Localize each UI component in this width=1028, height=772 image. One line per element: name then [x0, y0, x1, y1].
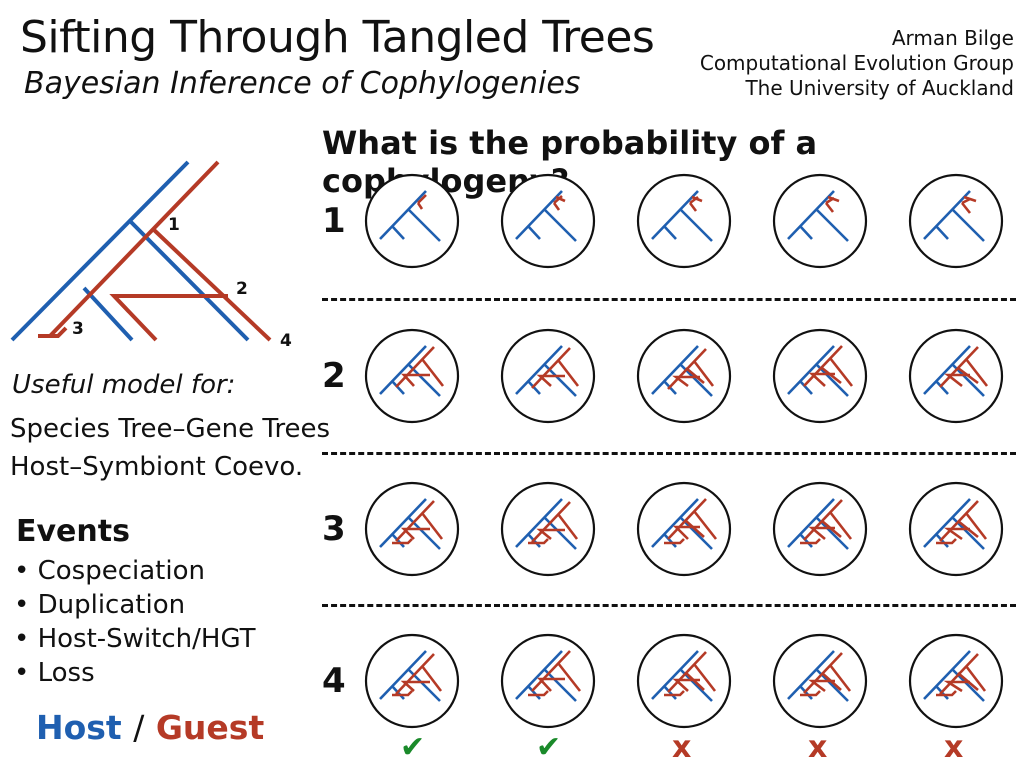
author-institution: The University of Auckland	[745, 76, 1014, 100]
legend: Host / Guest	[36, 708, 264, 747]
author-name: Arman Bilge	[891, 26, 1014, 50]
cophylogeny-sample	[500, 328, 596, 424]
cophylogeny-sample	[500, 173, 596, 269]
guest-tree	[38, 160, 272, 342]
cophylogeny-sample	[364, 173, 460, 269]
valid-check-icon: ✔	[536, 730, 562, 765]
cophylogeny-diagram: 1 2 3 4	[10, 160, 292, 351]
event-item: • Cospeciation	[14, 556, 205, 586]
events-heading: Events	[16, 514, 130, 549]
guest-branch	[48, 160, 220, 338]
row-number: 3	[322, 509, 346, 549]
row-divider	[322, 452, 1016, 455]
row-divider	[322, 604, 1016, 607]
guest-branch	[109, 294, 228, 342]
host-branch	[10, 160, 190, 342]
guest-branch	[38, 326, 68, 338]
author-block: Arman Bilge Computational Evolution Grou…	[700, 26, 1014, 101]
author-group: Computational Evolution Group	[699, 51, 1014, 75]
cophylogeny-sample	[908, 328, 1004, 424]
host-branch	[128, 219, 250, 342]
cophylogeny-sample	[908, 173, 1004, 269]
use-item: Species Tree–Gene Trees	[10, 414, 331, 444]
host-branch	[82, 286, 134, 342]
valid-check-icon: ✔	[400, 730, 426, 765]
cophylogeny-sample	[908, 633, 1004, 729]
event-label-3: 3	[72, 319, 84, 339]
cophylogeny-sample	[636, 173, 732, 269]
event-label-4: 4	[280, 331, 292, 351]
row-number: 2	[322, 356, 346, 396]
cophylogeny-sample	[772, 328, 868, 424]
cophylogeny-sample	[636, 481, 732, 577]
useful-heading: Useful model for:	[12, 370, 236, 400]
cophylogeny-sample	[364, 633, 460, 729]
events-list: • Cospeciation • Duplication • Host-Swit…	[14, 554, 256, 690]
legend-host: Host	[36, 708, 122, 747]
cophylogeny-sample	[772, 173, 868, 269]
event-label-1: 1	[168, 215, 180, 235]
use-item: Host–Symbiont Coevo.	[10, 452, 304, 482]
cophylogeny-sample	[500, 481, 596, 577]
legend-separator: /	[133, 708, 145, 747]
cophylogeny-sample	[772, 633, 868, 729]
legend-guest: Guest	[155, 708, 265, 747]
slide-subtitle: Bayesian Inference of Cophylogenies	[24, 66, 581, 101]
cophylogeny-sample	[364, 481, 460, 577]
cophylogeny-sample	[908, 481, 1004, 577]
invalid-cross-icon: x	[808, 730, 828, 765]
cophylogeny-sample	[636, 633, 732, 729]
row-divider	[322, 298, 1016, 301]
event-item: • Host-Switch/HGT	[14, 624, 256, 654]
invalid-cross-icon: x	[672, 730, 692, 765]
event-item: • Loss	[14, 658, 95, 688]
uses-list: Species Tree–Gene Trees Host–Symbiont Co…	[10, 410, 330, 486]
event-item: • Duplication	[14, 590, 186, 620]
cophylogeny-sample	[772, 481, 868, 577]
event-label-2: 2	[236, 279, 248, 299]
row-number: 1	[322, 201, 346, 241]
cophylogeny-sample	[500, 633, 596, 729]
slide-title: Sifting Through Tangled Trees	[20, 12, 655, 63]
row-number: 4	[322, 661, 346, 701]
guest-branch	[151, 227, 272, 342]
host-tree	[10, 160, 250, 342]
invalid-cross-icon: x	[944, 730, 964, 765]
cophylogeny-sample	[636, 328, 732, 424]
cophylogeny-sample	[364, 328, 460, 424]
